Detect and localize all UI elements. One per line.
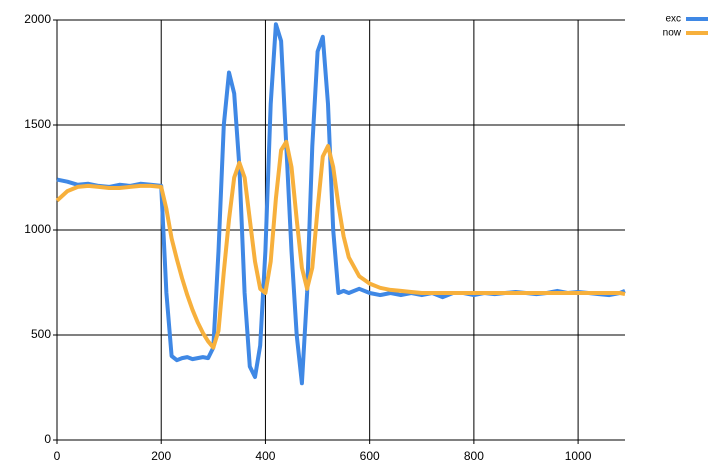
- legend-label: now: [663, 28, 682, 39]
- y-tick-label: 1500: [24, 117, 51, 131]
- y-tick-label: 500: [31, 327, 51, 341]
- x-tick-label: 200: [151, 449, 171, 463]
- y-tick-label: 0: [44, 432, 51, 446]
- x-tick-label: 400: [255, 449, 275, 463]
- series-line: [56, 22, 626, 386]
- x-tick-label: 800: [464, 449, 484, 463]
- y-tick-label: 2000: [24, 12, 51, 26]
- x-tick-label: 0: [54, 449, 61, 463]
- x-tick-label: 1000: [565, 449, 592, 463]
- legend-label: exc: [665, 14, 681, 25]
- series-line: [55, 139, 626, 350]
- y-tick-label: 1000: [24, 222, 51, 236]
- x-tick-label: 600: [360, 449, 380, 463]
